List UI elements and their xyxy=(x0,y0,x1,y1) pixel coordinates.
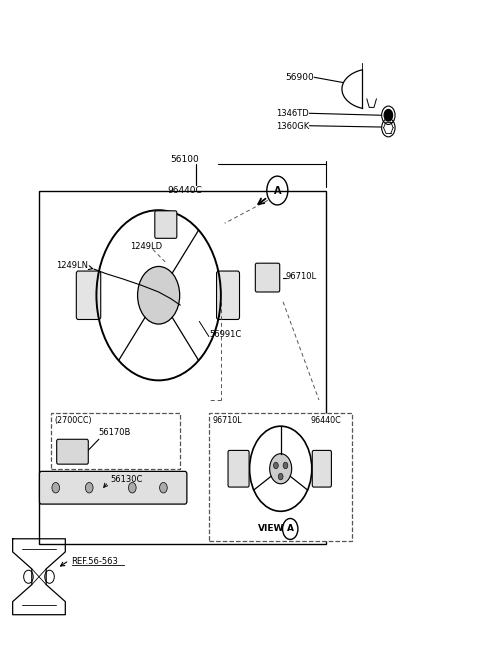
Text: 1249LN: 1249LN xyxy=(56,260,88,270)
Circle shape xyxy=(129,483,136,493)
FancyBboxPatch shape xyxy=(255,263,280,292)
Text: 96440C: 96440C xyxy=(168,186,203,195)
FancyBboxPatch shape xyxy=(57,440,88,464)
Text: 56991C: 56991C xyxy=(209,330,241,339)
Circle shape xyxy=(159,483,167,493)
FancyBboxPatch shape xyxy=(216,271,240,319)
Text: 96710L: 96710L xyxy=(286,272,317,281)
Circle shape xyxy=(270,454,292,483)
Text: A: A xyxy=(274,186,281,195)
Text: 1249LD: 1249LD xyxy=(130,241,162,251)
Circle shape xyxy=(274,462,278,469)
FancyBboxPatch shape xyxy=(228,451,249,487)
Text: 1360GK: 1360GK xyxy=(276,122,309,131)
Circle shape xyxy=(384,110,393,121)
Text: VIEW: VIEW xyxy=(258,524,284,533)
Text: 96440C: 96440C xyxy=(311,417,342,426)
Text: (2700CC): (2700CC) xyxy=(55,417,93,426)
Bar xyxy=(51,413,180,469)
FancyBboxPatch shape xyxy=(155,211,177,238)
Text: A: A xyxy=(287,524,294,533)
Text: 56900: 56900 xyxy=(286,73,314,82)
Bar xyxy=(209,413,352,541)
Bar xyxy=(39,190,326,544)
Text: 96710L: 96710L xyxy=(212,417,242,426)
Circle shape xyxy=(283,462,288,469)
Text: REF.56-563: REF.56-563 xyxy=(72,557,119,566)
Circle shape xyxy=(138,266,180,324)
Circle shape xyxy=(85,483,93,493)
Text: 1346TD: 1346TD xyxy=(276,109,309,118)
Text: 56130C: 56130C xyxy=(111,476,143,484)
FancyBboxPatch shape xyxy=(312,451,331,487)
Text: 56170B: 56170B xyxy=(99,428,131,438)
FancyBboxPatch shape xyxy=(76,271,101,319)
Text: 56100: 56100 xyxy=(170,155,199,163)
Circle shape xyxy=(52,483,60,493)
FancyBboxPatch shape xyxy=(39,472,187,504)
Circle shape xyxy=(278,474,283,480)
